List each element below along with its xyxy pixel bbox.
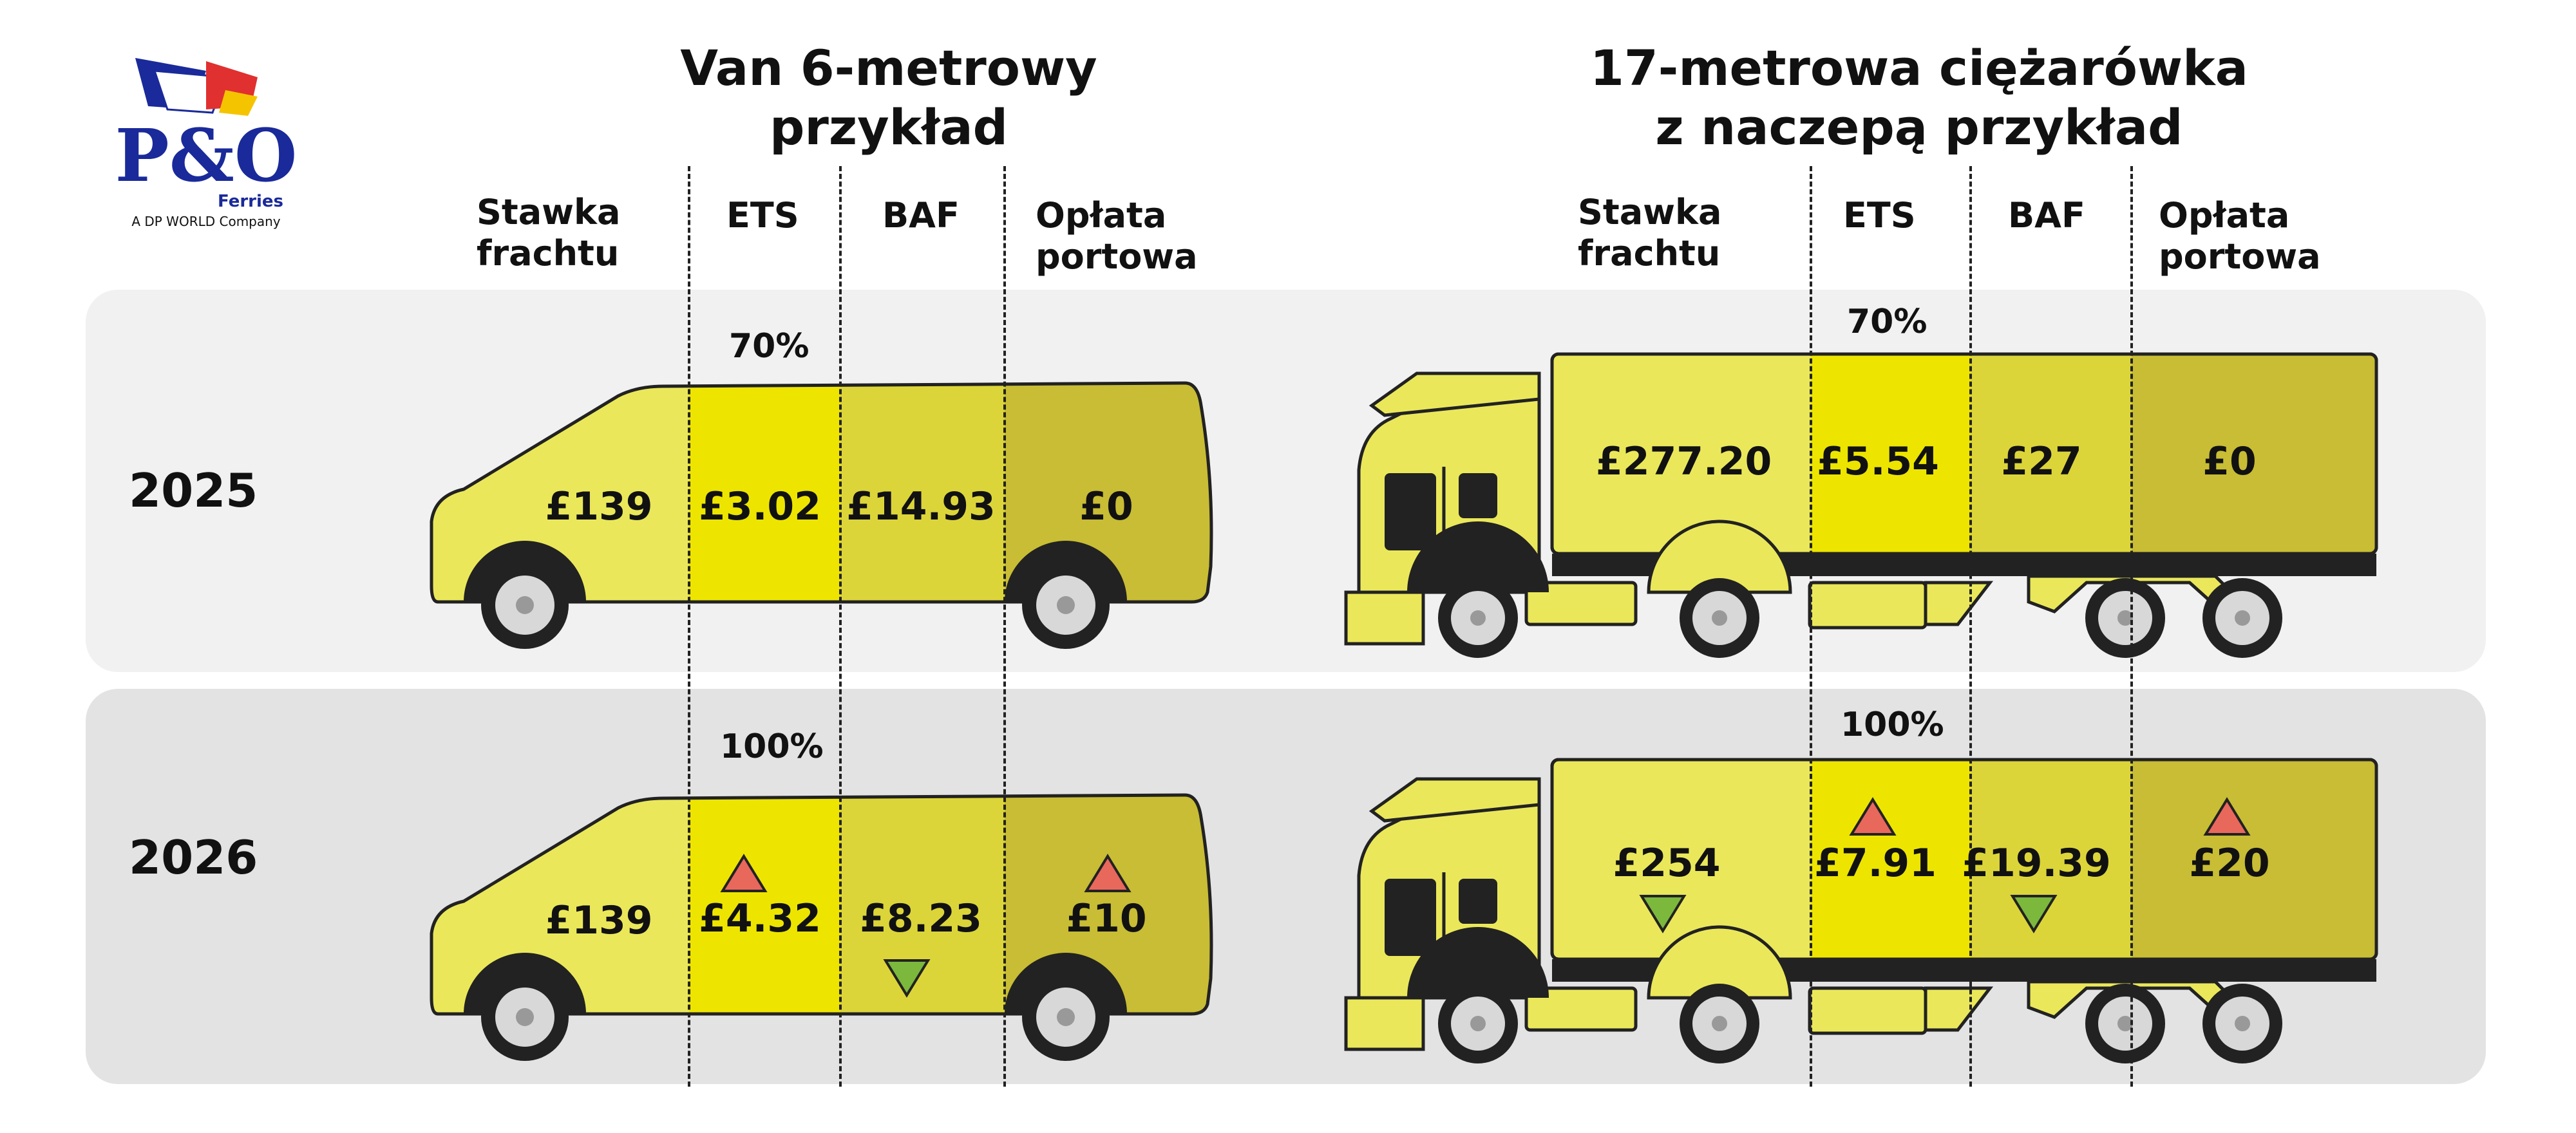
truck-ets-percent-2025: 70% — [1847, 303, 1927, 341]
van-col-freight: Stawka frachtu — [477, 192, 620, 274]
van-2025-front-wheel — [464, 541, 586, 649]
truck-2026-port: £20 — [2189, 841, 2270, 886]
truck-separator-1 — [1810, 166, 1812, 1087]
van-ets-percent-2026: 100% — [720, 727, 824, 766]
truck-freight-down-icon — [1639, 895, 1687, 933]
van-2026-baf: £8.23 — [860, 896, 982, 941]
trend-markers — [720, 797, 2251, 998]
van-2025-ets: £3.02 — [699, 484, 821, 529]
van-2025 — [430, 381, 1213, 649]
van-col-freight-line-1: Stawka — [477, 192, 621, 232]
truck-port-up-icon — [2203, 797, 2251, 836]
truck-2026-baf: £19.39 — [1962, 841, 2111, 886]
van-heading-line-2: przykład — [769, 98, 1009, 156]
truck-col-ets: ETS — [1843, 195, 1916, 236]
van-col-port: Opłata portowa — [1036, 195, 1198, 277]
truck-ets-up-icon — [1849, 797, 1897, 836]
truck-col-freight-line-2: frachtu — [1578, 233, 1721, 274]
logo: P&O Ferries A DP WORLD Company — [109, 52, 303, 245]
van-col-baf: BAF — [882, 195, 960, 236]
van-col-ets: ETS — [726, 195, 799, 236]
truck-heading-line-2: z naczepą przykład — [1655, 98, 2183, 156]
van-heading: Van 6-metrowy przykład — [567, 39, 1211, 157]
van-separator-1 — [688, 166, 690, 1087]
truck-col-port-line-2: portowa — [2159, 236, 2321, 277]
truck-2025 — [1344, 352, 2378, 658]
truck-2025-baf: £27 — [2001, 439, 2082, 484]
logo-brand: Ferries — [217, 192, 283, 211]
van-port-up-icon — [1084, 854, 1132, 892]
van-2026-front-wheel — [464, 953, 586, 1061]
truck-col-port: Opłata portowa — [2159, 195, 2321, 277]
year-2025: 2025 — [129, 464, 258, 518]
truck-col-baf: BAF — [2008, 195, 2085, 236]
van-separator-3 — [1003, 166, 1006, 1087]
van-2026-port: £10 — [1066, 896, 1147, 941]
van-2026-ets: £4.32 — [699, 896, 821, 941]
truck-baf-down-icon — [2010, 895, 2058, 933]
van-2025-baf: £14.93 — [846, 484, 996, 529]
van-2025-rear-wheel — [1005, 541, 1127, 649]
van-col-port-line-1: Opłata — [1036, 195, 1167, 236]
truck-2025-port: £0 — [2202, 439, 2257, 484]
van-2026-freight: £139 — [545, 898, 653, 943]
van-2026-rear-wheel — [1005, 953, 1127, 1061]
truck-2026 — [1344, 758, 2378, 1063]
logo-tagline: A DP WORLD Company — [131, 214, 281, 229]
year-2026: 2026 — [129, 830, 258, 885]
van-ets-up-icon — [720, 854, 768, 892]
truck-col-freight-line-1: Stawka — [1578, 192, 1722, 232]
van-col-freight-line-2: frachtu — [477, 233, 620, 274]
van-baf-down-icon — [883, 959, 931, 998]
truck-col-port-line-1: Opłata — [2159, 195, 2290, 236]
truck-heading-line-1: 17-metrowa ciężarówka — [1590, 39, 2248, 97]
van-ets-percent-2025: 70% — [729, 327, 810, 366]
truck-ets-percent-2026: 100% — [1841, 706, 1944, 744]
truck-2025-freight: £277.20 — [1596, 439, 1772, 484]
van-col-port-line-2: portowa — [1036, 236, 1198, 277]
truck-separator-3 — [2130, 166, 2133, 1087]
truck-col-freight: Stawka frachtu — [1578, 192, 1721, 274]
truck-2025-ets: £5.54 — [1817, 439, 1939, 484]
truck-2026-freight: £254 — [1613, 841, 1721, 886]
van-2025-freight: £139 — [545, 484, 653, 529]
truck-2026-ets: £7.91 — [1814, 841, 1937, 886]
van-heading-line-1: Van 6-metrowy — [680, 39, 1097, 97]
logo-flag-icon — [135, 58, 258, 116]
logo-mark: P&O — [115, 114, 298, 198]
van-separator-2 — [839, 166, 842, 1087]
truck-heading: 17-metrowa ciężarówka z naczepą przykład — [1533, 39, 2306, 157]
van-2025-port: £0 — [1079, 484, 1133, 529]
truck-separator-2 — [1969, 166, 1972, 1087]
